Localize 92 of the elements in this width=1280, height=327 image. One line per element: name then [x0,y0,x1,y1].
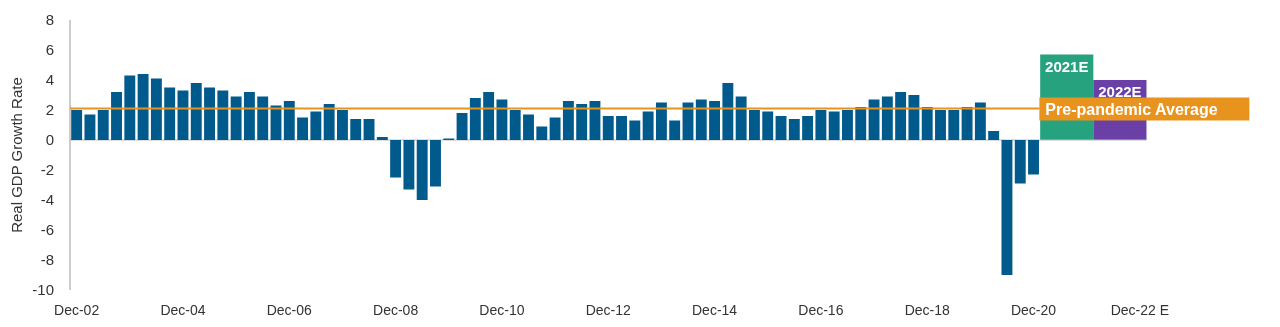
bar [483,92,495,140]
bar [390,140,402,178]
bar [190,83,202,140]
bar [456,113,468,140]
bar [416,140,428,200]
bar [230,96,242,140]
bar [921,107,933,140]
ref-line-label: Pre-pandemic Average [1045,100,1218,118]
bar [881,96,893,140]
y-tick-label: -2 [40,161,54,179]
x-tick-label: 2021E [1045,57,1089,75]
y-tick-label: 6 [45,41,54,59]
x-tick-label: Dec-02 [54,302,100,318]
bar [376,137,388,140]
x-tick-label: Dec-16 [798,302,844,318]
bar [576,104,588,140]
bar [908,95,920,140]
bar [71,110,83,140]
x-tick-label: Dec-12 [585,302,632,318]
bar [935,110,946,140]
x-tick-label: 2022E [1098,83,1142,100]
bar [536,126,548,140]
bar [337,110,348,140]
x-tick-label: Dec-18 [904,302,950,318]
y-axis-title: Real GDP Growth Rate [8,77,25,233]
bar [722,83,734,140]
y-tick-label: -10 [32,281,54,299]
y-tick-label: 0 [45,131,54,149]
x-tick-label: Dec-10 [479,302,525,318]
bar [748,110,760,140]
bar [509,110,521,140]
bar [1028,140,1039,175]
bar [363,119,375,140]
bar [97,110,109,140]
x-tick-label: Dec-06 [266,302,313,318]
y-tick-label: -8 [40,251,54,269]
bar [802,116,814,140]
bar [895,92,907,140]
bar [961,107,973,140]
bar [124,75,136,140]
bar [602,116,614,140]
bar [323,104,335,140]
bar [988,131,1000,140]
bar [164,87,176,140]
bar [257,96,269,140]
bar [430,140,441,187]
bar [310,111,322,140]
bar [1014,140,1026,184]
bar [549,117,561,140]
y-tick-label: -6 [40,221,54,239]
bar [788,119,800,140]
y-tick-label: -4 [40,191,54,209]
bar [855,107,867,140]
bar [695,99,707,140]
bar [762,111,774,140]
bar [616,116,627,140]
bar [948,110,960,140]
bar [403,140,415,190]
bar [655,102,667,140]
x-tick-label: Dec-22 E [1110,302,1170,318]
bar [842,110,853,140]
bar [974,102,986,140]
bar [350,119,362,140]
bar [469,98,481,140]
bar [523,114,534,140]
x-tick-label: Dec-04 [160,302,206,318]
bar [283,101,295,140]
bar [735,96,747,140]
bar [496,99,508,140]
bar [150,78,162,140]
bar [297,117,309,140]
bar [1001,140,1013,275]
x-tick-label: Dec-08 [373,302,419,318]
y-tick-label: 8 [45,11,54,29]
bar [111,92,122,140]
bar [562,101,574,140]
bar [828,111,840,140]
bar [84,114,96,140]
bar [243,92,255,140]
x-tick-label: Dec-14 [691,302,738,318]
bar [204,87,215,140]
x-tick-label: Dec-20 [1010,302,1057,318]
y-tick-label: 2 [45,101,54,119]
bar [642,111,654,140]
bar [137,74,149,140]
bar [629,120,641,140]
y-tick-label: 4 [45,71,54,89]
bar [709,101,721,140]
bar [217,90,229,140]
bar [775,116,787,140]
bar [815,110,827,140]
bar [669,120,681,140]
